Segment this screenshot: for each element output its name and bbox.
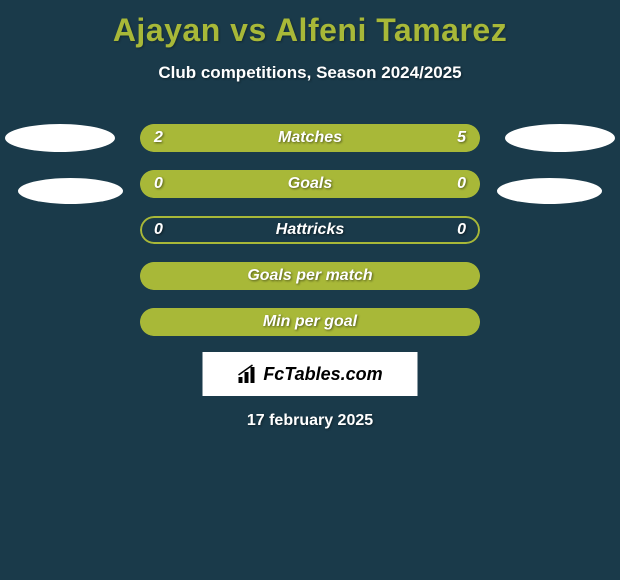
stat-row: Min per goal bbox=[140, 308, 480, 336]
stat-label: Matches bbox=[278, 129, 342, 147]
stat-row: Goals per match bbox=[140, 262, 480, 290]
player-left-avatar-2 bbox=[18, 178, 123, 204]
subtitle: Club competitions, Season 2024/2025 bbox=[0, 63, 620, 83]
player-right-avatar-2 bbox=[497, 178, 602, 204]
player-left-avatar-1 bbox=[5, 124, 115, 152]
stat-row: Hattricks 0 0 bbox=[140, 216, 480, 244]
stat-value-right: 0 bbox=[457, 175, 466, 193]
chart-icon bbox=[237, 364, 259, 384]
stat-fill-right bbox=[235, 124, 480, 152]
player-right-avatar-1 bbox=[505, 124, 615, 152]
logo-box: FcTables.com bbox=[203, 352, 418, 396]
stat-value-right: 5 bbox=[457, 129, 466, 147]
stats-container: Matches 2 5 Goals 0 0 Hattricks 0 0 Goals per mat… bbox=[140, 124, 480, 354]
stat-value-right: 0 bbox=[457, 221, 466, 239]
page-title: Ajayan vs Alfeni Tamarez bbox=[0, 0, 620, 49]
stat-label: Goals per match bbox=[247, 267, 372, 285]
stat-row: Matches 2 5 bbox=[140, 124, 480, 152]
logo-content: FcTables.com bbox=[237, 364, 382, 385]
stat-label: Goals bbox=[288, 175, 332, 193]
stat-label: Hattricks bbox=[276, 221, 344, 239]
stat-value-left: 0 bbox=[154, 175, 163, 193]
logo-text: FcTables.com bbox=[263, 364, 382, 385]
stat-value-left: 0 bbox=[154, 221, 163, 239]
stat-value-left: 2 bbox=[154, 129, 163, 147]
stat-row: Goals 0 0 bbox=[140, 170, 480, 198]
stat-label: Min per goal bbox=[263, 313, 357, 331]
date-text: 17 february 2025 bbox=[247, 412, 373, 430]
